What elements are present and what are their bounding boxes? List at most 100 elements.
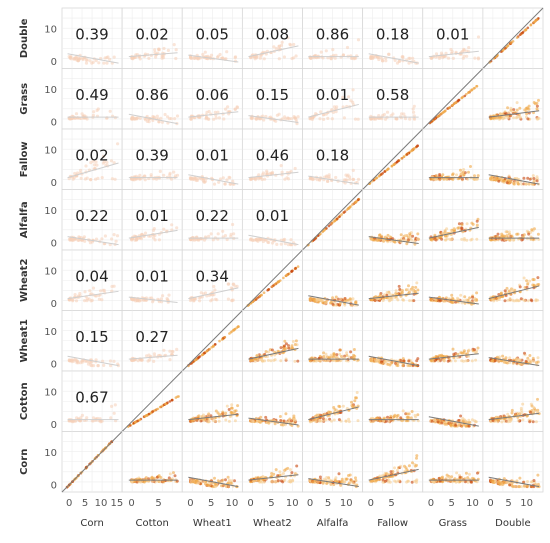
data-point [88, 59, 92, 63]
data-point [440, 237, 444, 241]
data-point [376, 55, 380, 60]
data-point [84, 61, 89, 65]
data-point [398, 287, 402, 291]
data-point [516, 299, 520, 303]
data-point [330, 117, 334, 121]
data-point [393, 58, 397, 63]
panel-cotton-vs-wheat1 [181, 370, 243, 432]
correlation-label: 0.04 [75, 267, 108, 285]
trend-line [368, 236, 419, 244]
data-point [460, 226, 464, 230]
data-point [105, 116, 109, 120]
data-point [214, 343, 217, 346]
data-point [284, 412, 288, 416]
data-point [258, 117, 262, 121]
data-point [392, 163, 396, 166]
data-point [112, 359, 116, 363]
data-point [526, 176, 530, 180]
data-point [249, 237, 253, 241]
data-point [396, 413, 400, 417]
data-point [493, 359, 497, 363]
data-point [292, 42, 296, 47]
data-point [172, 471, 175, 475]
data-point [282, 55, 286, 59]
data-point [89, 363, 93, 367]
data-point [525, 279, 529, 283]
data-point [153, 48, 157, 52]
data-point [377, 238, 381, 242]
data-point [188, 56, 193, 60]
data-point [198, 355, 202, 358]
data-point [465, 238, 469, 242]
data-point [332, 418, 336, 422]
data-point [390, 164, 394, 168]
data-point [213, 288, 217, 292]
data-point [109, 416, 113, 420]
data-point [521, 30, 525, 34]
data-point [140, 232, 144, 236]
panel-cotton-vs-double [482, 370, 544, 432]
data-point [341, 53, 345, 57]
panel-double-vs-cotton: 0.02 [121, 7, 183, 69]
data-point [329, 353, 333, 357]
data-point [152, 359, 156, 363]
data-point [399, 116, 403, 120]
data-point [535, 104, 539, 108]
data-point [334, 53, 338, 57]
data-point [95, 108, 99, 112]
data-point [255, 54, 259, 59]
data-point [275, 242, 279, 246]
panel-cotton-vs-fallow [362, 370, 424, 432]
data-point [168, 358, 172, 362]
data-point [290, 56, 294, 61]
data-point [399, 291, 403, 295]
data-point [100, 176, 104, 180]
data-point [294, 54, 298, 58]
data-point [263, 177, 267, 181]
data-point [100, 298, 104, 302]
panel-wheat1-vs-alfalfa [302, 310, 364, 372]
data-point [401, 357, 405, 361]
data-point [515, 108, 519, 112]
data-point [470, 418, 474, 422]
data-point [203, 291, 208, 295]
data-point [170, 349, 174, 354]
data-point [536, 232, 540, 236]
data-point [440, 421, 444, 425]
data-point [399, 233, 403, 237]
data-point [257, 177, 261, 181]
panel-grass-vs-fallow: 0.58 [362, 68, 424, 130]
data-point [526, 282, 530, 286]
panel-grass-vs-double [482, 68, 544, 130]
data-point [453, 229, 457, 233]
data-point [226, 282, 230, 286]
data-point [515, 115, 519, 119]
data-point [443, 422, 447, 426]
data-point [457, 419, 461, 422]
data-point [475, 219, 479, 223]
data-point [448, 237, 452, 241]
data-point [212, 284, 216, 289]
data-point [279, 164, 283, 168]
data-point [333, 56, 337, 60]
data-point [308, 297, 312, 301]
data-point [512, 299, 516, 303]
data-point [326, 116, 330, 120]
data-point [153, 50, 157, 55]
data-point [79, 168, 83, 172]
data-point [200, 353, 204, 357]
data-point [289, 238, 293, 242]
data-point [532, 180, 536, 183]
data-point [349, 56, 354, 61]
data-point [371, 419, 375, 423]
data-point [450, 293, 454, 297]
data-point [347, 95, 351, 99]
data-point [464, 298, 468, 302]
data-point [154, 55, 158, 59]
data-point [415, 281, 419, 285]
data-point [259, 54, 263, 58]
data-point [521, 418, 525, 422]
data-point [525, 229, 529, 233]
data-point [88, 241, 92, 245]
data-point [535, 18, 539, 21]
